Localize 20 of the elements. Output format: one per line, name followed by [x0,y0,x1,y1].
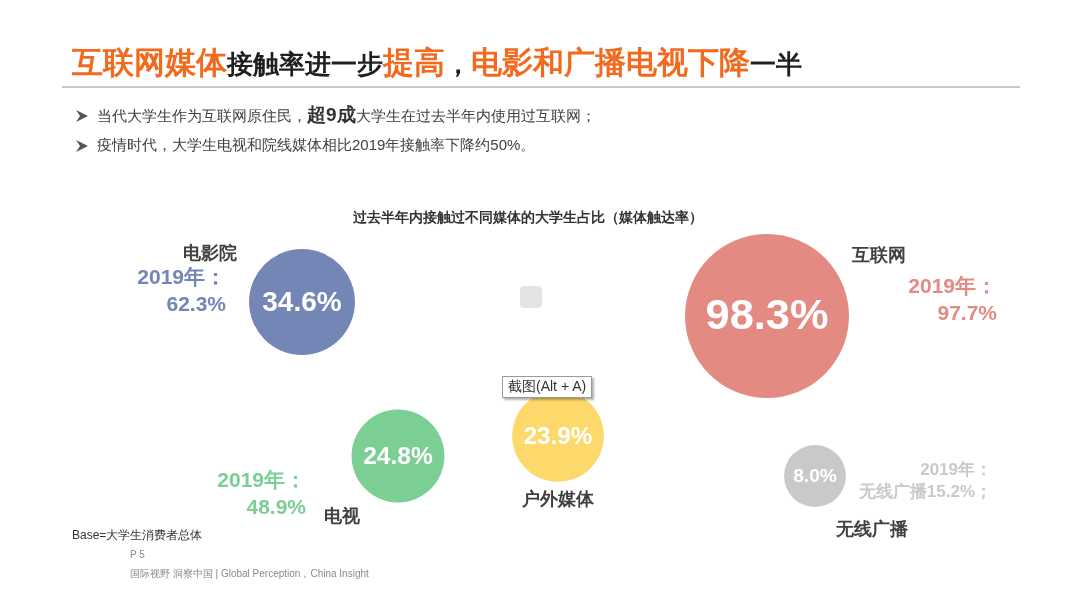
text: 2019年：48.9% [217,467,306,519]
data-label: 23.9% [523,421,593,449]
text: 国际视野 洞察中国 | Global Perception，China Insight [130,567,369,581]
text: 2019年：97.7% [908,273,997,325]
text: 截图(Alt + A) [502,376,593,398]
category-label: 无线广播 [835,518,909,539]
data-label: 98.3% [705,289,829,338]
text: Base=大学生消费者总体 [72,527,203,544]
category-label: 互联网 [851,244,906,265]
category-label: 电影院 [183,242,237,263]
category-label: 电视 [324,505,360,526]
text: 当代大学生作为互联网原住民，超9成大学生在过去半年内使用过互联网； [97,104,596,125]
text: P 5 [130,549,145,560]
data-label: 24.8% [363,441,433,469]
text: 互联网媒体接触率进一步提高，电影和广播电视下降一半 [72,45,802,80]
data-label: 34.6% [262,285,342,317]
text: 过去半年内接触过不同媒体的大学生占比（媒体触达率） [352,209,704,227]
category-label: 户外媒体 [521,488,595,509]
text: 2019年：62.3% [137,264,226,316]
text: 疫情时代，大学生电视和院线媒体相比2019年接触率下降约50%。 [97,136,536,153]
